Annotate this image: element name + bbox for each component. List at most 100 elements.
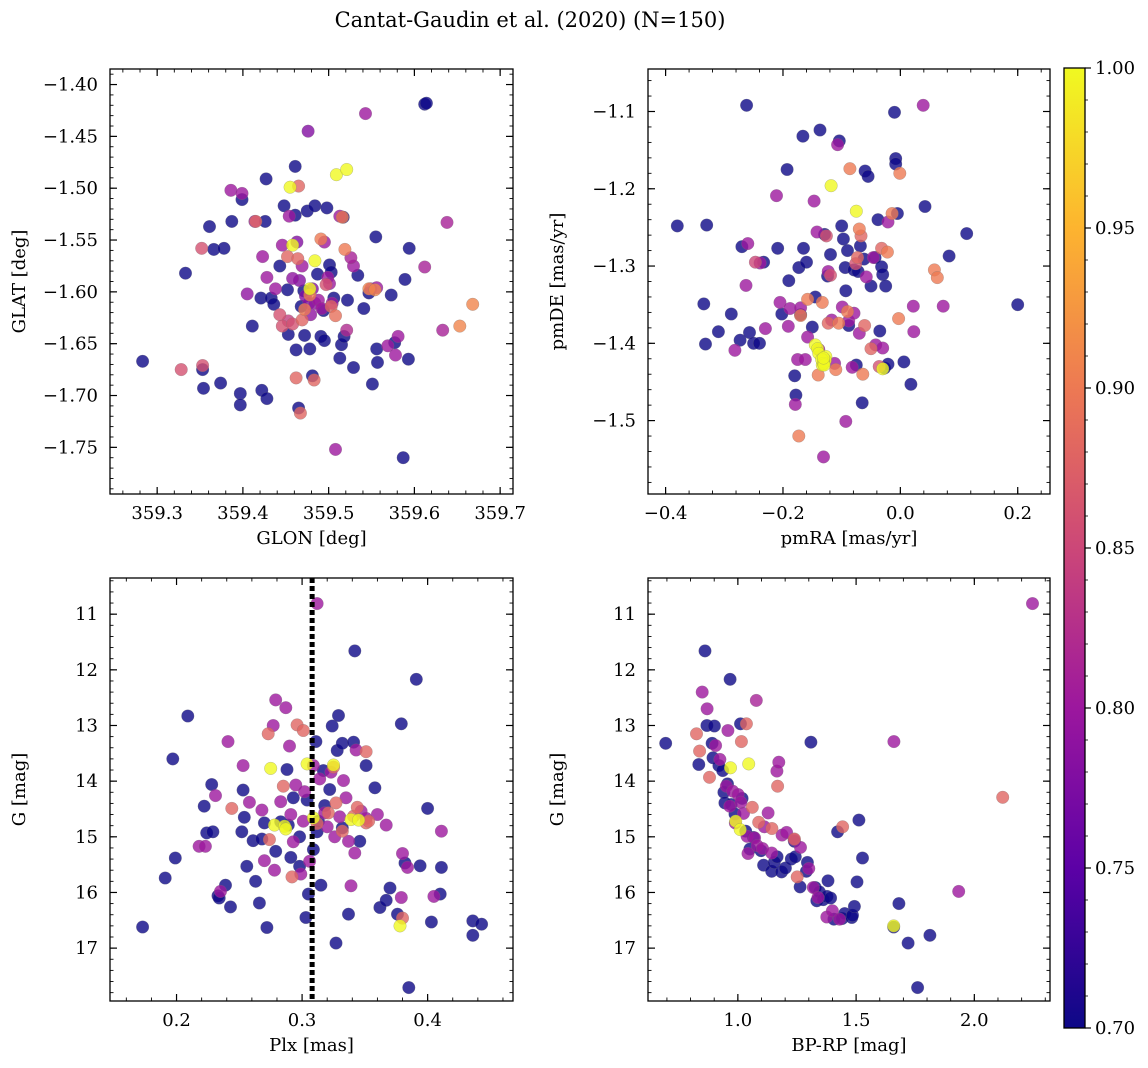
- data-point: [792, 429, 806, 443]
- data-point: [213, 884, 227, 898]
- data-point: [196, 359, 210, 373]
- data-point: [892, 312, 906, 326]
- data-point: [281, 283, 295, 297]
- data-point: [321, 806, 335, 820]
- data-point: [839, 284, 853, 298]
- y-tick-label: 16: [613, 882, 636, 903]
- data-point: [332, 709, 346, 723]
- data-point: [901, 936, 915, 950]
- y-tick-label: 12: [75, 660, 98, 681]
- data-point: [418, 260, 432, 274]
- data-point: [256, 250, 270, 264]
- data-point: [225, 801, 239, 815]
- data-point: [788, 397, 802, 411]
- data-point: [352, 813, 366, 827]
- y-tick-label: −1.45: [43, 126, 98, 147]
- data-point: [396, 451, 410, 465]
- data-point: [279, 701, 293, 715]
- colorbar-tick-label: 0.70: [1095, 1018, 1135, 1039]
- colorbar-tick-label: 0.95: [1095, 218, 1135, 239]
- data-point: [342, 907, 356, 921]
- y-tick-label: 13: [75, 715, 98, 736]
- data-point: [728, 343, 742, 357]
- data-point: [396, 847, 410, 861]
- data-point: [308, 199, 322, 213]
- data-point: [434, 860, 448, 874]
- data-point: [734, 735, 748, 749]
- data-point: [233, 387, 247, 401]
- data-point: [892, 897, 906, 911]
- data-point: [752, 815, 766, 829]
- data-point: [264, 761, 278, 775]
- data-point: [832, 316, 846, 330]
- data-point: [225, 214, 239, 228]
- data-point: [800, 255, 814, 269]
- data-point: [996, 790, 1010, 804]
- colorbar-tick-label: 0.75: [1095, 858, 1135, 879]
- data-point: [214, 376, 228, 390]
- axes-frame: [109, 577, 514, 1002]
- data-point: [370, 342, 384, 356]
- panel-bprp-g: 1.0 1.5 2.0 11 12 13 14 15 16 17 BP-RP [mag] G [mag…: [547, 577, 1051, 1056]
- data-point: [327, 758, 341, 772]
- data-point: [298, 328, 312, 342]
- data-point: [794, 309, 808, 323]
- x-tick-label: −0.2: [761, 503, 805, 524]
- data-point: [223, 900, 237, 914]
- y-tick-label: 16: [75, 882, 98, 903]
- data-point: [859, 270, 873, 284]
- data-point: [413, 859, 427, 873]
- data-point: [202, 220, 216, 234]
- data-point: [240, 287, 254, 301]
- data-point: [217, 241, 231, 255]
- data-point: [936, 299, 950, 313]
- plot-area: [110, 69, 513, 494]
- data-point: [700, 218, 714, 232]
- scatter-points: [136, 96, 480, 465]
- data-point: [348, 644, 362, 658]
- colorbar-tick-label: 0.90: [1095, 378, 1135, 399]
- data-point: [381, 339, 395, 353]
- data-point: [280, 763, 294, 777]
- data-point: [798, 353, 812, 367]
- data-point: [880, 245, 894, 259]
- data-point: [286, 835, 300, 849]
- x-tick-label: 0.0: [886, 503, 915, 524]
- data-point: [208, 789, 222, 803]
- data-point: [724, 307, 738, 321]
- data-point: [942, 249, 956, 263]
- y-tick-label: 14: [613, 771, 636, 792]
- data-point: [269, 693, 283, 707]
- data-point: [741, 847, 755, 861]
- data-point: [314, 878, 328, 892]
- data-point: [274, 795, 288, 809]
- x-axis-label: GLON [deg]: [256, 528, 366, 549]
- data-point: [401, 352, 415, 366]
- data-point: [771, 779, 785, 793]
- data-point: [198, 839, 212, 853]
- data-point: [237, 810, 251, 824]
- data-point: [348, 846, 362, 860]
- data-point: [897, 355, 911, 369]
- data-point: [252, 896, 266, 910]
- x-tick-label: 2.0: [960, 1010, 989, 1031]
- data-point: [690, 727, 704, 741]
- data-point: [807, 194, 821, 208]
- data-point: [283, 180, 297, 194]
- data-point: [289, 343, 303, 357]
- data-point: [279, 822, 293, 836]
- x-axis-label: Plx [mas]: [269, 1035, 354, 1056]
- data-point: [344, 879, 358, 893]
- data-point: [329, 168, 343, 182]
- data-point: [402, 241, 416, 255]
- y-tick-label: −1.3: [592, 256, 636, 277]
- y-tick-label: −1.55: [43, 230, 98, 251]
- data-point: [158, 871, 172, 885]
- data-point: [286, 791, 300, 805]
- data-point: [855, 396, 869, 410]
- data-point: [770, 189, 784, 203]
- y-tick-label: −1.50: [43, 178, 98, 199]
- data-point: [906, 299, 920, 313]
- data-point: [325, 719, 339, 733]
- data-point: [370, 808, 384, 822]
